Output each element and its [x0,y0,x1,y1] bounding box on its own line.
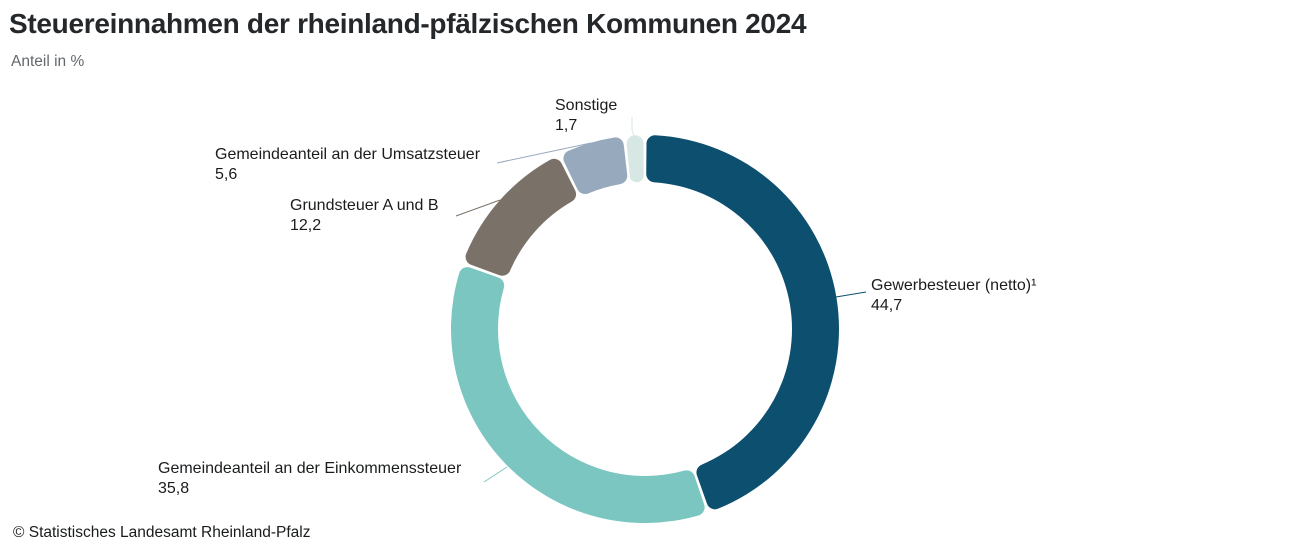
chart-subtitle: Anteil in % [11,53,85,70]
donut-slice-einkommenssteuer[interactable] [451,267,705,524]
donut-slice-sonstige[interactable] [626,135,644,183]
slice-connector-grundsteuer [455,199,501,217]
donut-slice-grundsteuer[interactable] [465,158,577,276]
donut-slice-umsatzsteuer[interactable] [563,137,628,195]
slice-connector-gewerbesteuer [835,291,867,298]
donut-slice-gewerbesteuer[interactable] [646,135,840,510]
chart-title: Steuereinnahmen der rheinland-pfälzische… [9,8,807,39]
source-credit: © Statistisches Landesamt Rheinland-Pfal… [13,524,311,541]
slice-connector-sonstige [631,117,635,137]
slice-connector-einkommenssteuer [483,466,508,483]
slice-connector-umsatzsteuer [496,142,592,164]
